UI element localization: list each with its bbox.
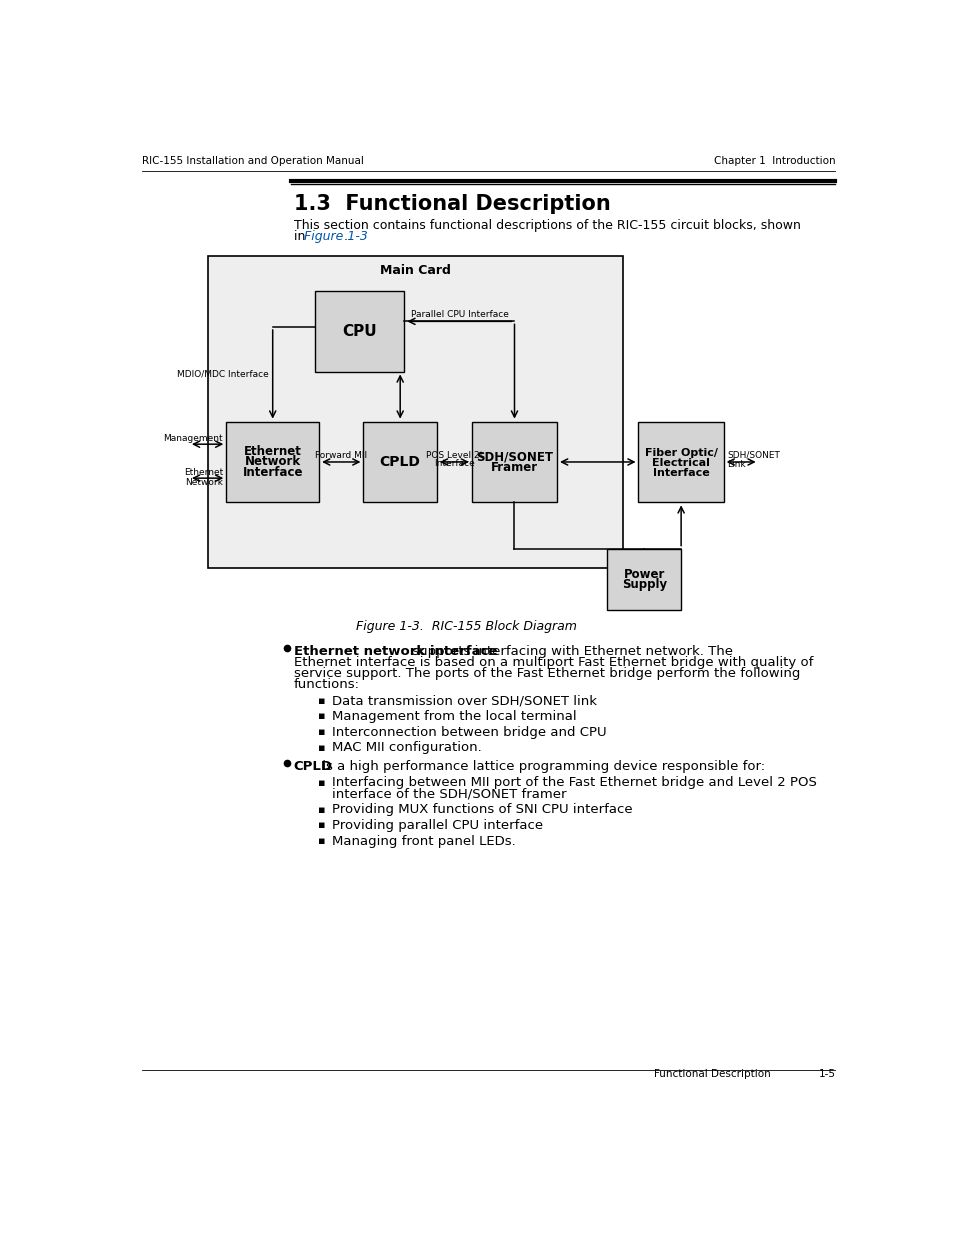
Text: 1.3  Functional Description: 1.3 Functional Description	[294, 194, 610, 215]
Text: 1-5: 1-5	[818, 1070, 835, 1079]
Text: Data transmission over SDH/SONET link: Data transmission over SDH/SONET link	[332, 694, 597, 708]
Text: Ethernet interface is based on a multiport Fast Ethernet bridge with quality of: Ethernet interface is based on a multipo…	[294, 656, 812, 669]
Text: SDH/SONET: SDH/SONET	[727, 451, 780, 459]
Text: Figure 1-3.  RIC-155 Block Diagram: Figure 1-3. RIC-155 Block Diagram	[355, 620, 576, 634]
Text: Managing front panel LEDs.: Managing front panel LEDs.	[332, 835, 516, 847]
Text: CPLD: CPLD	[379, 454, 420, 469]
Text: Electrical: Electrical	[652, 458, 709, 468]
Text: is a high performance lattice programming device responsible for:: is a high performance lattice programmin…	[318, 761, 764, 773]
Text: Figure 1-3: Figure 1-3	[303, 230, 367, 243]
Text: POS Level 2t: POS Level 2t	[425, 451, 482, 459]
Text: RIC-155 Installation and Operation Manual: RIC-155 Installation and Operation Manua…	[142, 156, 364, 165]
Text: Supply: Supply	[621, 578, 666, 592]
Bar	[638, 421, 723, 503]
Text: interface of the SDH/SONET framer: interface of the SDH/SONET framer	[332, 787, 566, 800]
Bar	[315, 290, 404, 372]
Text: supports interfacing with Ethernet network. The: supports interfacing with Ethernet netwo…	[408, 645, 733, 658]
Text: Ethernet network interface: Ethernet network interface	[294, 645, 497, 658]
Text: ▪: ▪	[317, 743, 325, 753]
Text: Framer: Framer	[491, 461, 537, 474]
Text: Network: Network	[185, 478, 223, 487]
Text: Chapter 1  Introduction: Chapter 1 Introduction	[713, 156, 835, 165]
Text: Interfacing between MII port of the Fast Ethernet bridge and Level 2 POS: Interfacing between MII port of the Fast…	[332, 776, 817, 789]
Text: CPLD: CPLD	[294, 761, 333, 773]
Text: Management from the local terminal: Management from the local terminal	[332, 710, 577, 722]
Text: ▪: ▪	[317, 778, 325, 788]
Text: Main Card: Main Card	[380, 264, 451, 277]
Text: Ethernet: Ethernet	[244, 445, 301, 458]
Text: ▪: ▪	[317, 711, 325, 721]
Text: .: .	[344, 230, 348, 243]
Text: Parallel CPU Interface: Parallel CPU Interface	[410, 310, 508, 319]
Text: ▪: ▪	[317, 695, 325, 705]
Text: Network: Network	[244, 456, 300, 468]
Text: ▪: ▪	[317, 820, 325, 830]
Text: Providing parallel CPU interface: Providing parallel CPU interface	[332, 819, 543, 832]
Text: CPU: CPU	[342, 324, 376, 338]
Text: Forward MII: Forward MII	[314, 452, 367, 461]
Text: This section contains functional descriptions of the RIC-155 circuit blocks, sho: This section contains functional descrip…	[294, 219, 800, 232]
Text: Power: Power	[623, 568, 664, 582]
Bar	[226, 421, 319, 503]
Text: Fiber Optic/: Fiber Optic/	[644, 448, 717, 458]
Text: Interface: Interface	[434, 459, 475, 468]
Text: MAC MII configuration.: MAC MII configuration.	[332, 741, 481, 755]
Text: ▪: ▪	[317, 805, 325, 815]
Text: Ethernet: Ethernet	[184, 468, 223, 477]
Text: Management: Management	[163, 433, 223, 442]
Text: Interconnection between bridge and CPU: Interconnection between bridge and CPU	[332, 726, 606, 739]
Text: Interface: Interface	[652, 468, 709, 478]
Text: Interface: Interface	[242, 467, 303, 479]
Text: Functional Description: Functional Description	[654, 1070, 770, 1079]
Text: SDH/SONET: SDH/SONET	[476, 450, 553, 463]
Text: in: in	[294, 230, 309, 243]
Text: ▪: ▪	[317, 836, 325, 846]
Bar	[208, 256, 622, 568]
Bar	[607, 548, 680, 610]
Bar	[363, 421, 436, 503]
Text: MDIO/MDC Interface: MDIO/MDC Interface	[177, 369, 269, 379]
Text: Link: Link	[727, 459, 745, 469]
Text: functions:: functions:	[294, 678, 359, 692]
Text: ▪: ▪	[317, 727, 325, 737]
Text: service support. The ports of the Fast Ethernet bridge perform the following: service support. The ports of the Fast E…	[294, 667, 800, 680]
Text: Providing MUX functions of SNI CPU interface: Providing MUX functions of SNI CPU inter…	[332, 803, 633, 816]
Bar	[472, 421, 557, 503]
